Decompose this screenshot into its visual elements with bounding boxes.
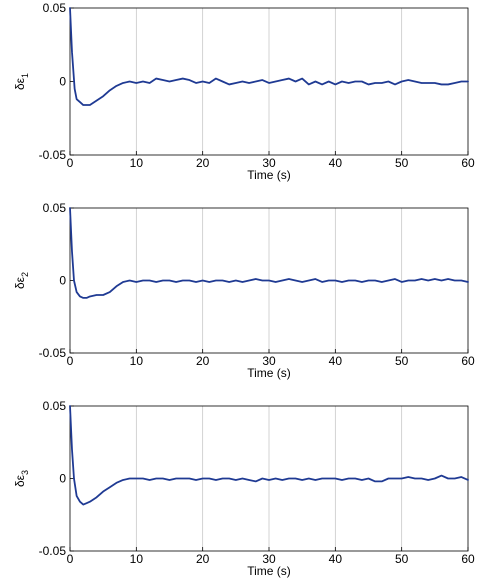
y-axis-label: δε3 xyxy=(13,470,30,487)
y-axis-label: δε2 xyxy=(13,272,30,289)
x-tick-label: 30 xyxy=(262,156,276,170)
y-tick-label: 0 xyxy=(59,274,66,288)
series-line xyxy=(69,207,469,299)
y-tick-label: -0.05 xyxy=(39,346,67,360)
x-tick-label: 20 xyxy=(196,552,210,566)
y-tick-label: 0.05 xyxy=(43,201,67,215)
y-tick-label: -0.05 xyxy=(39,148,67,162)
x-tick-label: 10 xyxy=(130,552,144,566)
series-line xyxy=(69,405,469,506)
x-tick-label: 30 xyxy=(262,552,276,566)
x-tick-label: 40 xyxy=(329,354,343,368)
x-axis-label: Time (s) xyxy=(247,168,291,182)
series-line xyxy=(69,7,469,106)
x-axis-label: Time (s) xyxy=(247,564,291,578)
y-tick-label: 0 xyxy=(59,472,66,486)
x-tick-label: 0 xyxy=(67,354,74,368)
x-tick-label: 50 xyxy=(395,354,409,368)
x-tick-label: 40 xyxy=(329,552,343,566)
x-tick-label: 0 xyxy=(67,156,74,170)
x-tick-label: 20 xyxy=(196,156,210,170)
y-tick-label: 0 xyxy=(59,75,66,89)
x-tick-label: 20 xyxy=(196,354,210,368)
y-tick-label: 0.05 xyxy=(43,1,67,15)
x-tick-label: 10 xyxy=(130,156,144,170)
x-tick-label: 30 xyxy=(262,354,276,368)
x-tick-label: 60 xyxy=(461,552,475,566)
x-tick-label: 40 xyxy=(329,156,343,170)
y-tick-label: -0.05 xyxy=(39,544,67,558)
x-tick-label: 50 xyxy=(395,156,409,170)
y-axis-label: δε1 xyxy=(13,73,30,90)
x-tick-label: 60 xyxy=(461,354,475,368)
x-tick-label: 10 xyxy=(130,354,144,368)
x-axis-label: Time (s) xyxy=(247,366,291,380)
x-tick-label: 0 xyxy=(67,552,74,566)
y-tick-label: 0.05 xyxy=(43,399,67,413)
x-tick-label: 60 xyxy=(461,156,475,170)
x-tick-label: 50 xyxy=(395,552,409,566)
